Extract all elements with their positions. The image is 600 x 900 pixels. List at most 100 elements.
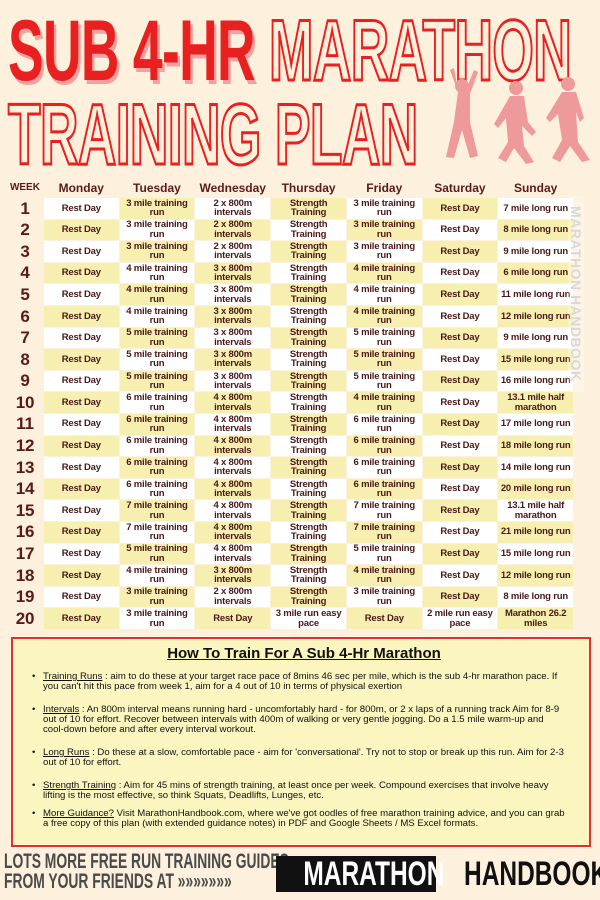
table-row: 9 Rest Day 5 mile training run 3 x 800m int…	[7, 370, 573, 392]
guidance-item-text: : An 800m interval means running hard - …	[43, 704, 560, 735]
workout-cell: 3 x 800m intervals	[195, 284, 271, 305]
workout-cell: 4 mile training run	[346, 262, 422, 284]
workout-cell: 3 mile training run	[346, 219, 422, 241]
day-header-friday: Friday	[366, 180, 403, 195]
workout-cell: Rest Day	[43, 262, 119, 284]
workout-cell: 3 mile training run	[346, 198, 422, 219]
workout-cell: Rest Day	[43, 349, 119, 370]
workout-cell: 3 x 800m intervals	[195, 327, 271, 349]
workout-cell: 14 mile long run	[498, 457, 573, 478]
workout-cell: 4 x 800m intervals	[195, 392, 271, 413]
workout-cell: Rest Day	[43, 327, 119, 349]
day-header-thursday: Thursday	[281, 180, 336, 195]
workout-cell: 4 mile training run	[119, 284, 195, 305]
table-row: 8 Rest Day 5 mile training run 3 x 800m int…	[7, 349, 573, 370]
workout-cell: Rest Day	[346, 608, 422, 629]
workout-cell: 3 mile training run	[119, 198, 195, 219]
workout-cell: 4 mile training run	[346, 284, 422, 305]
workout-cell: Rest Day	[422, 543, 498, 565]
workout-cell: 8 mile long run	[498, 586, 573, 608]
guidance-item-text: : Aim for 45 mins of strength training, …	[43, 780, 549, 801]
workout-cell: 11 mile long run	[498, 284, 573, 305]
workout-cell: Strength Training	[271, 500, 346, 521]
guidance-item-text: Visit MarathonHandbook.com, where we've …	[43, 808, 565, 829]
workout-cell: Strength Training	[271, 586, 346, 608]
workout-cell: 12 mile long run	[498, 565, 573, 586]
workout-cell: Rest Day	[43, 198, 119, 219]
workout-cell: Strength Training	[271, 349, 346, 370]
workout-cell: Strength Training	[271, 305, 346, 327]
day-header-monday: Monday	[58, 180, 104, 195]
workout-cell: 6 mile training run	[119, 457, 195, 478]
week-number: 1	[20, 198, 30, 218]
workout-cell: Rest Day	[422, 327, 498, 349]
workout-cell: 3 mile training run	[119, 241, 195, 262]
guidance-item: More Guidance? Visit MarathonHandbook.co…	[32, 808, 565, 829]
table-row: 6 Rest Day 4 mile training run 3 x 800m int…	[7, 305, 573, 327]
table-row: 16 Rest Day 7 mile training run 4 x 800m in…	[7, 521, 573, 543]
workout-cell: 13.1 mile half marathon	[498, 500, 573, 521]
workout-cell: Strength Training	[271, 543, 346, 565]
workout-cell: Rest Day	[43, 543, 119, 565]
workout-cell: 4 mile training run	[346, 565, 422, 586]
workout-cell: 4 x 800m intervals	[195, 413, 271, 435]
workout-cell: 20 mile long run	[498, 478, 573, 500]
workout-cell: 8 mile long run	[498, 219, 573, 241]
workout-cell: Strength Training	[271, 327, 346, 349]
workout-cell: 9 mile long run	[498, 241, 573, 262]
workout-cell: 2 mile run easy pace	[422, 608, 498, 629]
workout-cell: Rest Day	[422, 349, 498, 370]
workout-cell: 6 mile training run	[119, 478, 195, 500]
day-header-wednesday: Wednesday	[199, 180, 266, 195]
workout-cell: 17 mile long run	[498, 413, 573, 435]
guidance-item: Long Runs : Do these at a slow, comforta…	[32, 747, 565, 768]
workout-cell: Strength Training	[271, 370, 346, 392]
footer-line-2: FROM YOUR FRIENDS AT	[4, 870, 174, 893]
workout-cell: 5 mile training run	[346, 349, 422, 370]
workout-cell: Rest Day	[422, 413, 498, 435]
runners-silhouette-icon	[446, 68, 590, 164]
guidance-item-key[interactable]: More Guidance?	[43, 808, 114, 819]
table-row: 17 Rest Day 5 mile training run 4 x 800m in…	[7, 543, 573, 565]
table-row: 2 Rest Day 3 mile training run 2 x 800m int…	[7, 219, 573, 241]
guidance-item-key: Strength Training	[43, 780, 117, 791]
week-number: 3	[20, 241, 30, 261]
workout-cell: Rest Day	[422, 586, 498, 608]
workout-cell: 6 mile training run	[346, 413, 422, 435]
arrows-icon: »»»»»»»	[177, 870, 232, 893]
workout-cell: Rest Day	[422, 305, 498, 327]
week-number: 9	[20, 371, 30, 391]
week-number: 8	[20, 349, 30, 369]
footer-line-1: LOTS MORE FREE RUN TRAINING GUIDES	[4, 850, 289, 873]
workout-cell: Rest Day	[422, 284, 498, 305]
workout-cell: 18 mile long run	[498, 435, 573, 457]
week-number: 20	[15, 608, 35, 628]
table-row: 7 Rest Day 5 mile training run 3 x 800m int…	[7, 327, 573, 349]
workout-cell: Strength Training	[271, 521, 346, 543]
workout-cell: 3 mile training run	[346, 241, 422, 262]
table-row: 5 Rest Day 4 mile training run 3 x 800m int…	[7, 284, 573, 305]
workout-cell: 5 mile training run	[119, 349, 195, 370]
workout-cell: 6 mile training run	[346, 435, 422, 457]
workout-cell: 4 mile training run	[119, 262, 195, 284]
workout-cell: 6 mile training run	[119, 435, 195, 457]
guidance-item-text: : Do these at a slow, comfortable pace -…	[43, 747, 564, 768]
workout-cell: Rest Day	[195, 608, 271, 629]
workout-cell: Rest Day	[422, 457, 498, 478]
workout-cell: 3 x 800m intervals	[195, 565, 271, 586]
workout-cell: 9 mile long run	[498, 327, 573, 349]
workout-cell: 5 mile training run	[119, 543, 195, 565]
workout-cell: 3 mile training run	[119, 586, 195, 608]
workout-cell: 3 x 800m intervals	[195, 305, 271, 327]
workout-cell: 4 x 800m intervals	[195, 543, 271, 565]
workout-cell: Rest Day	[43, 305, 119, 327]
workout-cell: Strength Training	[271, 565, 346, 586]
workout-cell: Rest Day	[422, 500, 498, 521]
workout-cell: 4 mile training run	[346, 305, 422, 327]
guidance-item: Strength Training : Aim for 45 mins of s…	[32, 780, 565, 801]
workout-cell: Strength Training	[271, 457, 346, 478]
workout-cell: 21 mile long run	[498, 521, 573, 543]
workout-cell: 4 x 800m intervals	[195, 435, 271, 457]
guidance-item-key: Long Runs	[43, 747, 90, 758]
workout-cell: 3 mile training run	[119, 219, 195, 241]
